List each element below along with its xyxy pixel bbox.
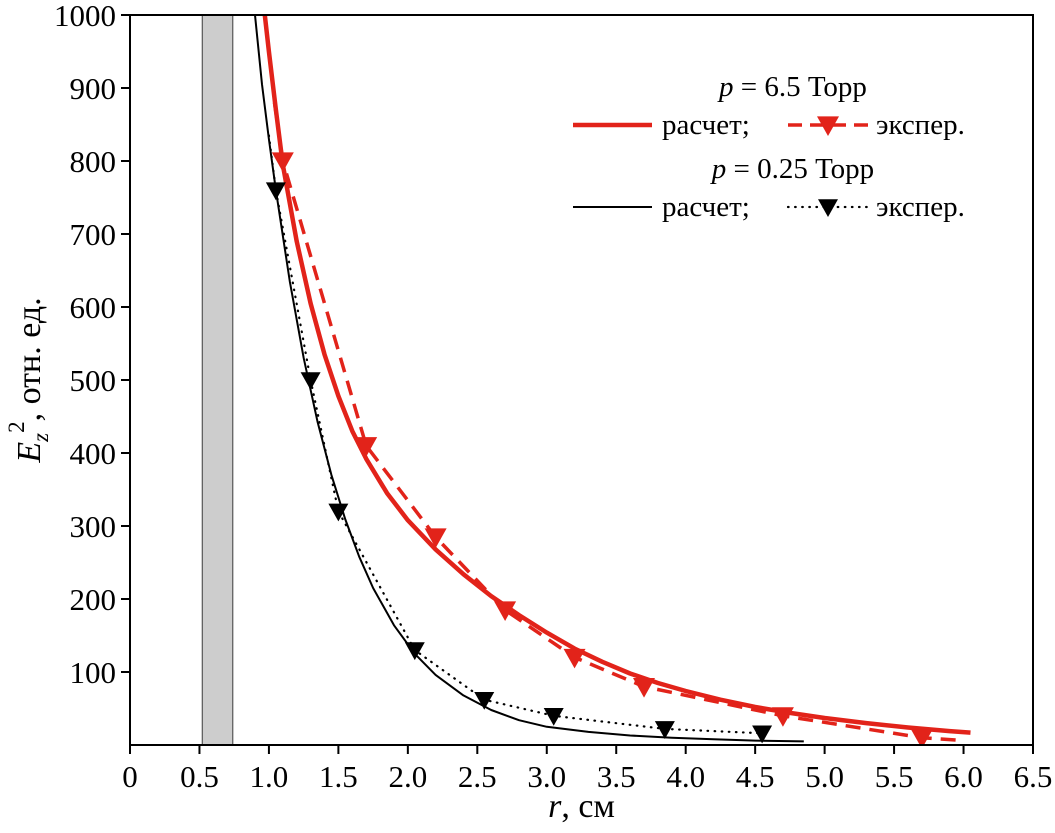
data-marker-triangle — [424, 528, 447, 548]
y-tick-label: 900 — [70, 71, 117, 106]
x-tick-label: 3.5 — [597, 759, 636, 794]
y-tick-label: 400 — [70, 436, 117, 471]
data-marker-triangle — [494, 601, 517, 621]
data-marker-triangle — [771, 707, 794, 727]
legend-exp-label: экспер. — [876, 109, 965, 141]
data-marker-triangle — [474, 691, 495, 710]
y-tick-label: 300 — [70, 509, 117, 544]
y-tick-label: 100 — [70, 655, 117, 690]
x-tick-label: 0 — [122, 759, 138, 794]
data-marker-triangle — [910, 729, 933, 745]
x-tick-label: 2.0 — [388, 759, 427, 794]
legend-group-title: p = 6.5 Торр — [717, 71, 867, 103]
data-marker-triangle — [654, 721, 675, 739]
x-tick-label: 2.5 — [458, 759, 497, 794]
data-marker-triangle — [633, 678, 656, 698]
x-tick-label: 3.0 — [527, 759, 566, 794]
y-tick-label: 800 — [70, 144, 117, 179]
data-marker-triangle — [300, 372, 321, 390]
y-tick-label: 1000 — [54, 0, 116, 33]
data-marker-triangle — [543, 708, 564, 726]
y-tick-label: 200 — [70, 582, 117, 617]
series-line-2 — [254, 15, 804, 743]
x-tick-label: 4.0 — [666, 759, 705, 794]
legend-exp-marker-triangle — [818, 199, 838, 217]
data-marker-triangle — [355, 437, 378, 457]
legend-exp-label: экспер. — [876, 191, 965, 223]
data-marker-triangle — [404, 642, 425, 661]
legend-calc-label: расчет; — [662, 191, 750, 223]
data-marker-triangle — [271, 152, 294, 172]
y-axis-label: Ez2, отн. ед. — [4, 297, 53, 463]
legend-exp-marker-triangle — [817, 116, 839, 136]
x-tick-label: 5.5 — [875, 759, 914, 794]
x-tick-label: 4.5 — [736, 759, 775, 794]
y-tick-label: 700 — [70, 217, 117, 252]
x-tick-label: 6.5 — [1014, 759, 1053, 794]
y-tick-label: 600 — [70, 290, 117, 325]
data-marker-triangle — [563, 648, 586, 669]
data-marker-triangle — [328, 503, 349, 522]
x-axis-label: r, см — [548, 788, 615, 825]
legend-group-title: p = 0.25 Торр — [710, 153, 874, 185]
series-line-3 — [267, 134, 764, 735]
series-line-1 — [272, 102, 964, 743]
x-tick-label: 6.0 — [944, 759, 983, 794]
legend-calc-label: расчет; — [662, 109, 750, 141]
series-group — [254, 15, 971, 745]
legend: p = 6.5 Торр расчет; экспер.p = 0.25 Торр р… — [573, 71, 965, 223]
x-tick-label: 1.5 — [319, 759, 358, 794]
data-marker-triangle — [265, 182, 286, 201]
shaded-wall-bar — [201, 14, 234, 746]
x-tick-label: 5.0 — [805, 759, 844, 794]
x-tick-label: 1.0 — [250, 759, 289, 794]
data-marker-triangle — [752, 725, 773, 744]
x-tick-label: 0.5 — [180, 759, 219, 794]
y-tick-label: 500 — [70, 363, 117, 398]
series-line-0 — [262, 15, 971, 735]
